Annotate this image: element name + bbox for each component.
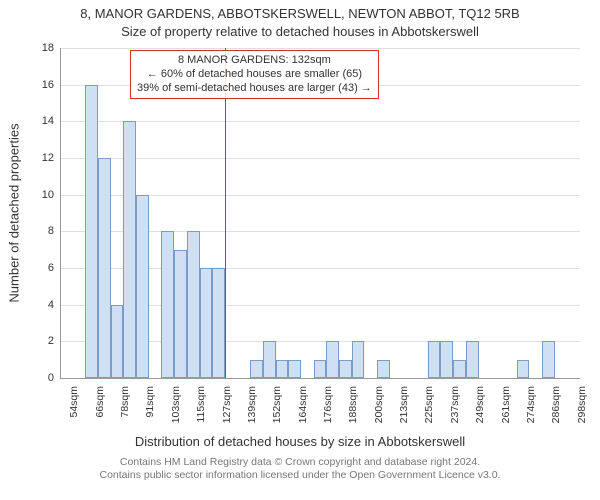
x-tick-label: 127sqm <box>221 386 233 436</box>
histogram-bar <box>326 341 339 378</box>
annotation-line1: 8 MANOR GARDENS: 132sqm <box>137 54 372 68</box>
x-tick-label: 115sqm <box>195 386 207 436</box>
histogram-bar <box>200 268 213 378</box>
x-tick-label: 176sqm <box>322 386 334 436</box>
histogram-bar <box>339 360 352 378</box>
chart-title-line1: 8, MANOR GARDENS, ABBOTSKERSWELL, NEWTON… <box>0 6 600 21</box>
histogram-bar <box>161 231 174 378</box>
x-tick-label: 139sqm <box>246 386 258 436</box>
histogram-bar <box>174 250 187 378</box>
y-tick-label: 14 <box>26 115 54 127</box>
x-tick-label: 78sqm <box>119 386 131 436</box>
grid-line <box>60 121 580 122</box>
histogram-bar <box>352 341 365 378</box>
x-tick-label: 66sqm <box>94 386 106 436</box>
histogram-bar <box>263 341 276 378</box>
x-tick-label: 152sqm <box>271 386 283 436</box>
x-tick-label: 188sqm <box>347 386 359 436</box>
y-tick-label: 12 <box>26 152 54 164</box>
annotation-box: 8 MANOR GARDENS: 132sqm ← 60% of detache… <box>130 50 379 99</box>
x-tick-label: 200sqm <box>373 386 385 436</box>
x-tick-label: 225sqm <box>423 386 435 436</box>
x-tick-label: 103sqm <box>170 386 182 436</box>
histogram-bar <box>98 158 111 378</box>
histogram-bar <box>377 360 390 378</box>
histogram-bar <box>288 360 301 378</box>
y-axis-label: Number of detached properties <box>7 123 22 302</box>
grid-line <box>60 48 580 49</box>
footer-line1: Contains HM Land Registry data © Crown c… <box>0 456 600 469</box>
chart-title-line2: Size of property relative to detached ho… <box>0 24 600 39</box>
y-tick-label: 0 <box>26 372 54 384</box>
y-axis <box>60 48 61 378</box>
histogram-bar <box>428 341 441 378</box>
x-tick-label: 249sqm <box>474 386 486 436</box>
histogram-bar <box>542 341 555 378</box>
x-tick-label: 91sqm <box>144 386 156 436</box>
histogram-bar <box>136 195 149 378</box>
y-tick-label: 10 <box>26 189 54 201</box>
histogram-bar <box>250 360 263 378</box>
x-tick-label: 274sqm <box>525 386 537 436</box>
footer-text: Contains HM Land Registry data © Crown c… <box>0 456 600 482</box>
y-tick-label: 2 <box>26 335 54 347</box>
footer-line2: Contains public sector information licen… <box>0 469 600 482</box>
y-tick-label: 6 <box>26 262 54 274</box>
chart-container: 8, MANOR GARDENS, ABBOTSKERSWELL, NEWTON… <box>0 0 600 500</box>
histogram-bar <box>440 341 453 378</box>
histogram-bar <box>187 231 200 378</box>
x-axis <box>60 378 580 379</box>
annotation-line3: 39% of semi-detached houses are larger (… <box>137 82 372 96</box>
histogram-bar <box>466 341 479 378</box>
x-tick-label: 237sqm <box>449 386 461 436</box>
y-tick-label: 4 <box>26 299 54 311</box>
x-tick-label: 298sqm <box>576 386 588 436</box>
histogram-bar <box>276 360 289 378</box>
annotation-line2: ← 60% of detached houses are smaller (65… <box>137 68 372 82</box>
x-tick-label: 261sqm <box>500 386 512 436</box>
histogram-bar <box>453 360 466 378</box>
histogram-bar <box>314 360 327 378</box>
histogram-bar <box>123 121 136 378</box>
grid-line <box>60 158 580 159</box>
x-tick-label: 286sqm <box>550 386 562 436</box>
x-axis-label: Distribution of detached houses by size … <box>0 434 600 449</box>
y-tick-label: 18 <box>26 42 54 54</box>
x-tick-label: 54sqm <box>68 386 80 436</box>
histogram-bar <box>517 360 530 378</box>
x-tick-label: 164sqm <box>297 386 309 436</box>
x-tick-label: 213sqm <box>398 386 410 436</box>
histogram-bar <box>111 305 124 378</box>
histogram-bar <box>85 85 98 378</box>
y-tick-label: 8 <box>26 225 54 237</box>
y-tick-label: 16 <box>26 79 54 91</box>
histogram-bar <box>212 268 225 378</box>
